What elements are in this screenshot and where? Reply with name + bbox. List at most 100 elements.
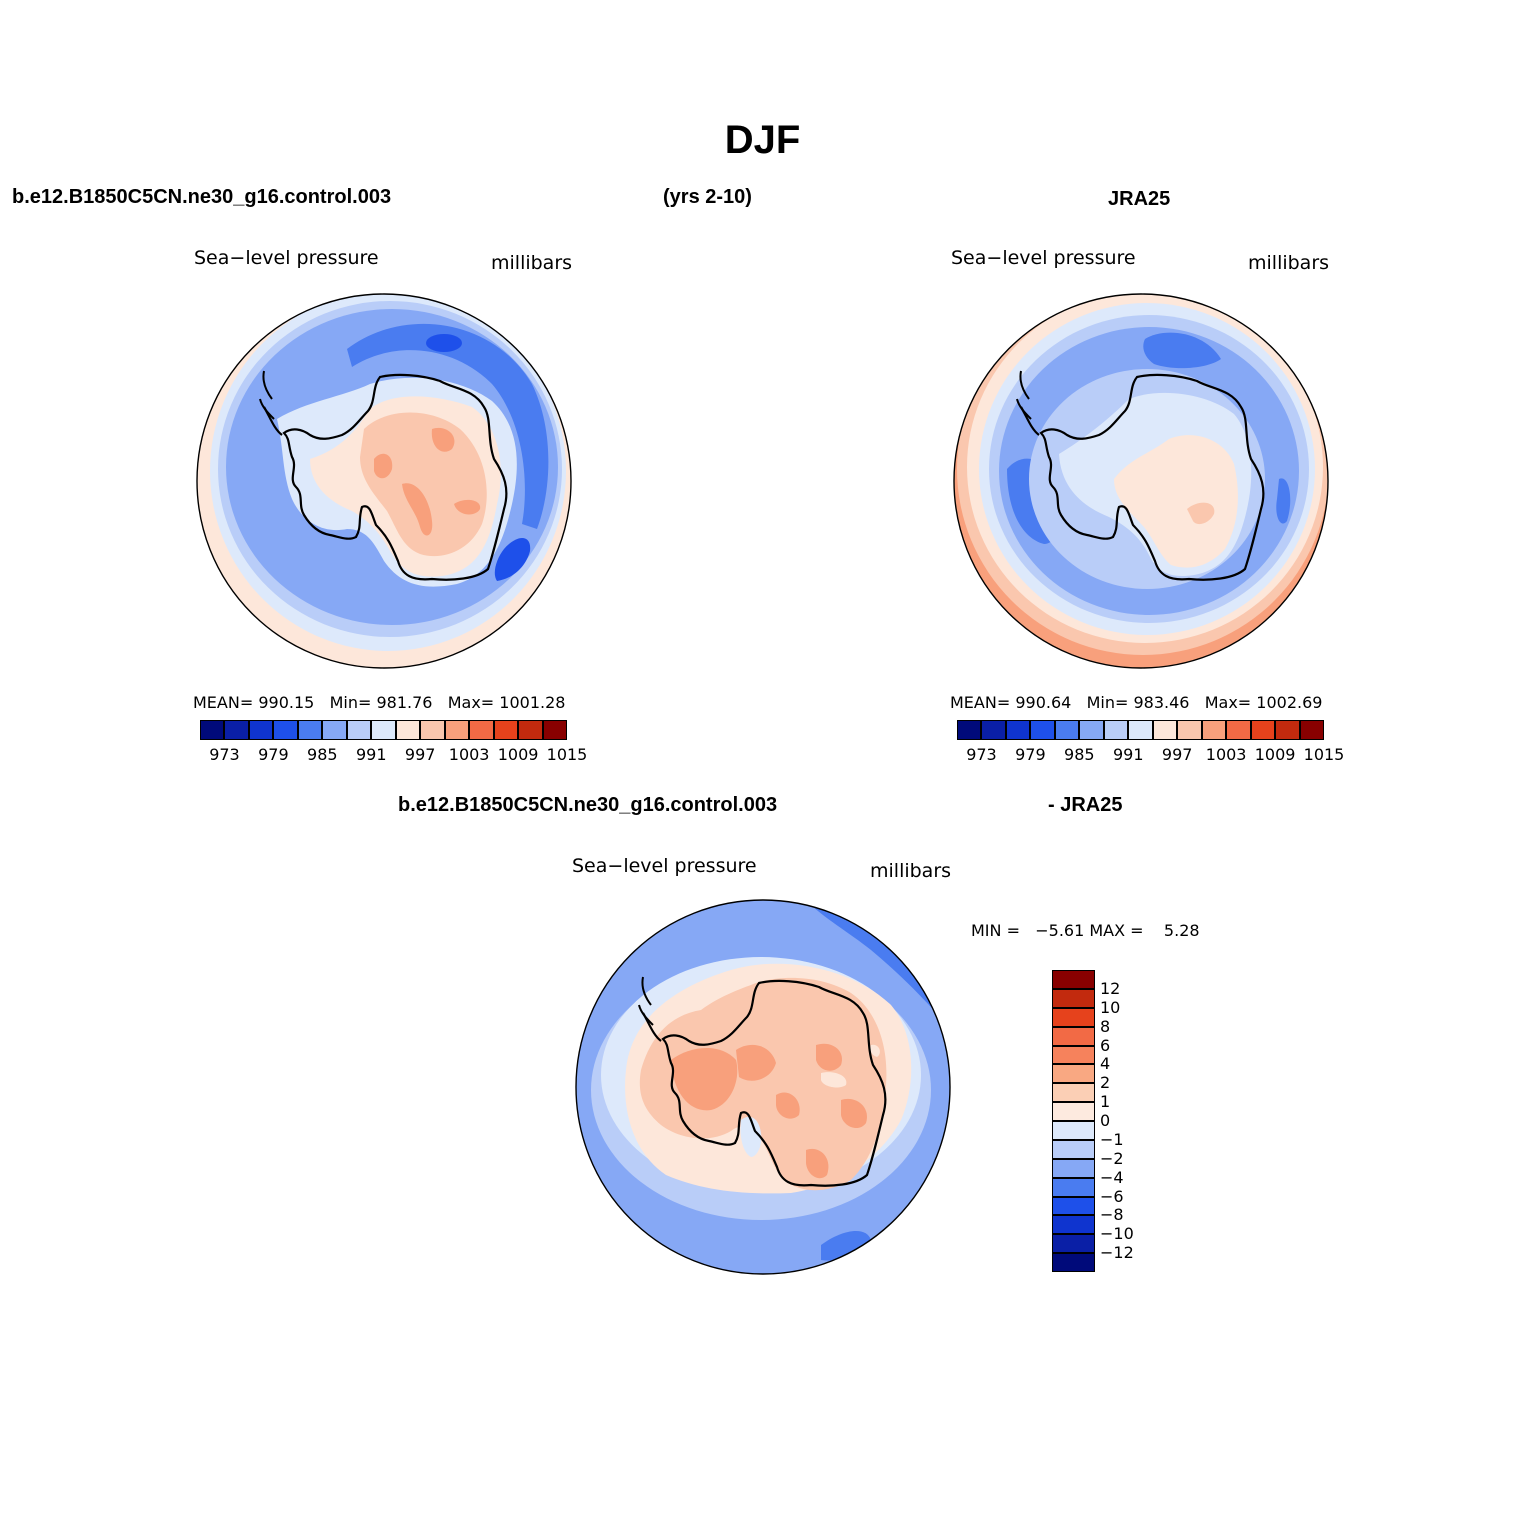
model-dome-4	[402, 483, 433, 536]
obs-variable-label: Sea−level pressure	[951, 247, 1136, 269]
diff-warm-high-4	[841, 1098, 867, 1129]
model-colorbar-tick-label: 997	[404, 745, 436, 764]
diff-colorbar-box	[1052, 1121, 1095, 1140]
model-colorbar-box	[371, 720, 396, 740]
obs-min-label: Min=	[1086, 693, 1129, 712]
obs-peninsula	[1016, 370, 1032, 420]
model-colorbar-box	[395, 720, 421, 740]
obs-units-label: millibars	[1248, 252, 1330, 274]
model-max-label: Max=	[447, 693, 495, 712]
diff-polar-map	[575, 899, 951, 1275]
diff-case-name-label: b.e12.B1850C5CN.ne30_g16.control.003	[398, 794, 778, 816]
model-stats: MEAN= 990.15 Min= 981.76 Max= 1001.28	[193, 693, 565, 712]
model-colorbar-tick-label: 979	[258, 745, 289, 764]
model-colorbar-box	[322, 720, 347, 740]
obs-colorbar-tick-label: 979	[1015, 745, 1046, 764]
diff-neg-south	[821, 1230, 871, 1261]
model-polar-map	[196, 293, 572, 669]
diff-warm-high-5	[806, 1148, 829, 1179]
diff-colorbar-box	[1052, 1215, 1095, 1235]
model-low-core	[426, 334, 462, 352]
diff-colorbar-tick-label: −6	[1100, 1186, 1124, 1206]
model-colorbar-box	[248, 720, 274, 740]
diff-stats: MIN = −5.61 MAX = 5.28	[971, 921, 1200, 940]
diff-colorbar-tick-label: 0	[1100, 1111, 1111, 1130]
diff-colorbar-tick-label: 12	[1100, 978, 1121, 998]
diff-colorbar-box	[1052, 1064, 1095, 1084]
obs-colorbar-box	[1250, 720, 1276, 740]
diff-colorbar-box	[1052, 1196, 1095, 1216]
diff-min-label: MIN =	[971, 921, 1020, 940]
obs-colorbar-tick-label: 1003	[1205, 745, 1247, 764]
model-colorbar-box	[444, 720, 470, 740]
diff-colorbar	[1052, 970, 1095, 1272]
obs-colorbar-box	[1005, 720, 1031, 740]
model-map-border	[196, 293, 572, 669]
obs-polar-map	[953, 293, 1329, 669]
obs-colorbar-box	[1226, 720, 1251, 740]
diff-warm-mid	[639, 977, 887, 1191]
obs-min-value: 983.46	[1133, 693, 1190, 712]
obs-colorbar-box	[1030, 720, 1055, 740]
obs-colorbar-tick-label: 991	[1112, 745, 1144, 764]
diff-warm-high-6	[776, 1092, 800, 1119]
diff-map-border	[575, 899, 951, 1275]
diff-colorbar-box	[1052, 1234, 1095, 1254]
model-mean-label: MEAN=	[193, 693, 254, 712]
obs-colorbar-box	[957, 720, 982, 740]
obs-colorbar	[957, 720, 1324, 740]
diff-variable-label: Sea−level pressure	[572, 855, 757, 877]
obs-colorbar-box	[981, 720, 1006, 740]
diff-colorbar-box	[1052, 970, 1095, 989]
model-colorbar-tick-label: 991	[355, 745, 387, 764]
diff-max-value: 5.28	[1163, 921, 1200, 940]
diff-colorbar-tick-label: −4	[1100, 1167, 1124, 1187]
obs-colorbar-box	[1054, 720, 1080, 740]
diff-colorbar-box	[1052, 1158, 1095, 1178]
model-colorbar-box	[224, 720, 249, 740]
obs-colorbar-box	[1103, 720, 1129, 740]
diff-warm-high-3	[816, 1043, 842, 1071]
diff-colorbar-box	[1052, 1007, 1095, 1027]
model-mean-value: 990.15	[258, 693, 315, 712]
diff-bay	[740, 1116, 762, 1157]
model-variable-label: Sea−level pressure	[194, 247, 379, 269]
obs-mean-label: MEAN=	[950, 693, 1011, 712]
obs-colorbar-tick-label: 985	[1064, 745, 1095, 764]
obs-name-label: JRA25	[1108, 188, 1171, 210]
diff-colorbar-box	[1052, 1083, 1095, 1103]
model-min-value: 981.76	[376, 693, 433, 712]
model-colorbar-box	[542, 720, 567, 740]
obs-mean-value: 990.64	[1015, 693, 1072, 712]
model-colorbar-box	[420, 720, 445, 740]
obs-colorbar-box	[1299, 720, 1324, 740]
diff-min-value: −5.61	[1035, 921, 1085, 940]
model-colorbar-tick-label: 1009	[497, 745, 539, 764]
model-colorbar-box	[518, 720, 543, 740]
obs-colorbar-box	[1128, 720, 1153, 740]
model-max-value: 1001.28	[499, 693, 566, 712]
diff-max-label: MAX =	[1089, 921, 1144, 940]
diff-colorbar-tick-label: −2	[1100, 1148, 1124, 1168]
obs-colorbar-tick-label: 997	[1161, 745, 1193, 764]
obs-low-east	[1276, 478, 1291, 524]
model-peninsula	[259, 370, 275, 420]
diff-colorbar-tick-label: 10	[1100, 997, 1121, 1017]
model-colorbar-tick-label: 973	[209, 745, 240, 764]
diff-colorbar-box	[1052, 988, 1095, 1008]
obs-map-border	[953, 293, 1329, 669]
model-min-label: Min=	[329, 693, 372, 712]
model-colorbar-box	[273, 720, 298, 740]
obs-colorbar-box	[1201, 720, 1227, 740]
model-colorbar-box	[346, 720, 372, 740]
model-dome-1	[374, 453, 393, 479]
obs-colorbar-box	[1152, 720, 1178, 740]
model-colorbar-labels: 973 979 985 991 997 1003 1009 1015	[200, 745, 587, 765]
model-colorbar-box	[297, 720, 323, 740]
diff-colorbar-tick-label: 6	[1100, 1035, 1111, 1055]
diff-colorbar-tick-label: −12	[1100, 1243, 1134, 1263]
diff-units-label: millibars	[870, 860, 952, 882]
model-colorbar-tick-label: 1015	[546, 745, 588, 764]
diff-pale-spot-2	[870, 1044, 880, 1057]
obs-colorbar-tick-label: 1015	[1303, 745, 1345, 764]
